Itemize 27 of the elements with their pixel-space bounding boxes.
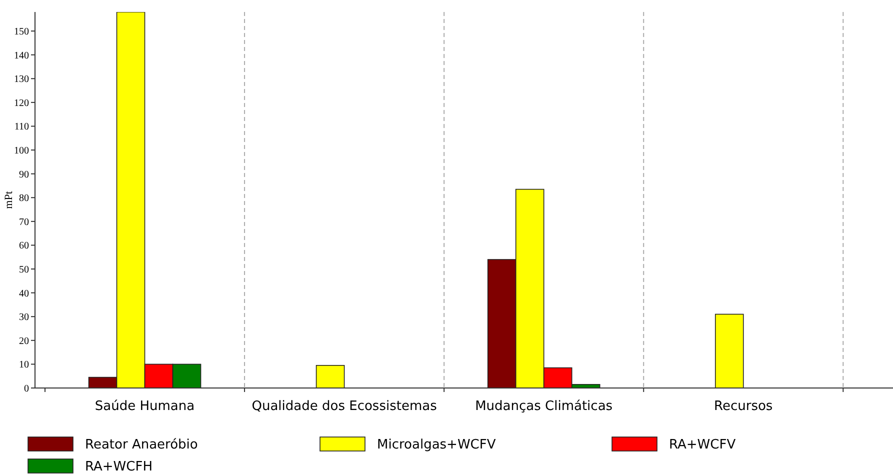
legend-label: Reator Anaeróbio <box>85 438 198 453</box>
y-tick-label: 30 <box>19 312 29 324</box>
y-tick-label: 90 <box>19 169 29 180</box>
y-tick-label: 100 <box>14 146 29 157</box>
y-tick-label: 50 <box>19 264 29 276</box>
legend-label: RA+WCFV <box>669 438 736 453</box>
y-axis-title: mPt <box>3 191 15 209</box>
y-tick-label: 40 <box>19 288 29 300</box>
bar <box>316 364 345 388</box>
legend-label: Microalgas+WCFV <box>377 438 496 453</box>
y-tick-label: 130 <box>14 74 29 86</box>
y-tick-label: 120 <box>14 98 29 109</box>
y-tick-label: 150 <box>14 26 29 38</box>
y-tick-label: 20 <box>19 336 29 347</box>
x-tick-label: Saúde Humana <box>94 399 195 414</box>
legend-label: RA+WCFH <box>85 460 152 474</box>
y-tick-label: 80 <box>19 193 29 204</box>
x-tick-label: Mudanças Climáticas <box>475 399 613 414</box>
bar <box>714 314 744 388</box>
x-tick-label: Recursos <box>714 399 773 414</box>
y-tick-label: 110 <box>14 122 29 133</box>
y-tick-label: 0 <box>24 384 29 394</box>
y-tick-label: 140 <box>14 50 29 62</box>
x-tick-label: Qualidade dos Ecossistemas <box>252 399 438 414</box>
y-tick-label: 70 <box>19 216 29 228</box>
y-tick-label: 60 <box>19 240 29 252</box>
y-tick-label: 10 <box>19 360 29 371</box>
